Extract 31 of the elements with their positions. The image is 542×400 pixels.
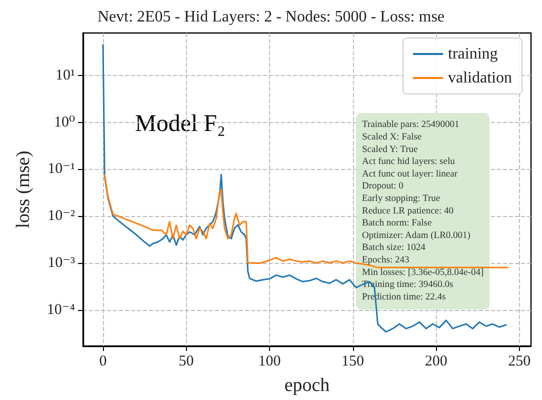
annotation: Scaled X: False: [362, 132, 422, 142]
annotation: Epochs: 243: [362, 255, 410, 266]
annotation: Optimizer: Adam (LR0.001): [362, 230, 470, 241]
legend-label: validation: [448, 70, 512, 86]
y-tick-label: 10⁻¹: [48, 161, 75, 178]
x-axis-title: epoch: [284, 375, 330, 396]
y-tick-label: 10⁻⁴: [46, 302, 75, 318]
x-tick-label: 150: [342, 354, 364, 370]
y-tick-label: 10⁻²: [48, 208, 76, 224]
annotation: Reduce LR patience: 40: [362, 206, 454, 216]
y-tick-label: 10¹: [56, 67, 75, 84]
x-tick-label: 50: [178, 354, 194, 370]
annotation: Dropout: 0: [362, 182, 404, 192]
x-tick-label: 200: [424, 354, 448, 370]
x-tick-label: 0: [99, 354, 107, 370]
chart-title: Nevt: 2E05 - Hid Layers: 2 - Nodes: 5000 - Loss: mse: [97, 8, 445, 26]
annotation: Scaled Y: True: [362, 144, 418, 155]
x-tick-label: 250: [508, 354, 531, 370]
annotation: Batch size: 1024: [362, 243, 426, 254]
annotation: Act func hid layers: selu: [362, 157, 456, 168]
annotation: Min losses: [3.36e-05,8.04e-04]: [362, 268, 484, 278]
annotation: Batch norm: False: [362, 218, 432, 229]
y-axis-title: loss (mse): [13, 150, 34, 228]
x-tick-label: 100: [258, 354, 281, 370]
annotation: Early stopping: True: [362, 194, 440, 204]
annotation: Model F₂: [135, 111, 226, 137]
y-tick-label: 10⁰: [54, 114, 75, 130]
y-tick-label: 10⁻³: [48, 254, 76, 271]
annotation: Trainable pars: 25490001: [362, 120, 460, 130]
annotation: Act func out layer: linear: [362, 169, 458, 180]
legend-label: training: [448, 46, 498, 62]
